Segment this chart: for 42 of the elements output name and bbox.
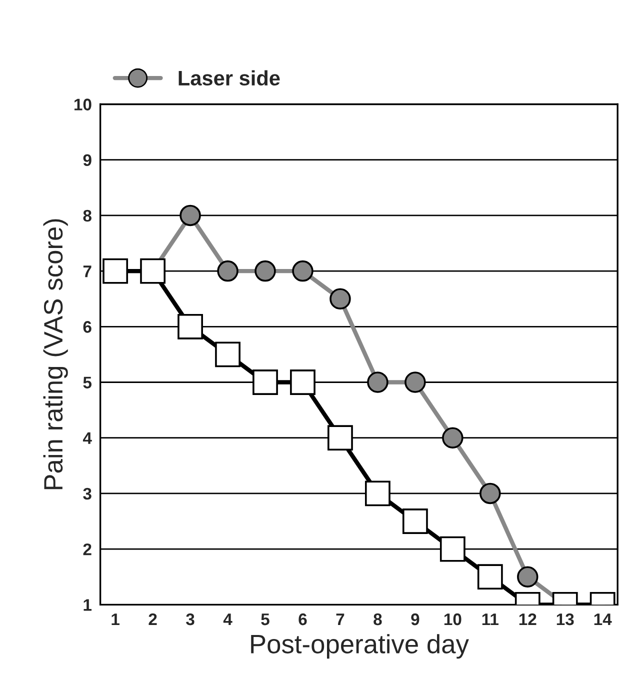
x-tick-label: 4 — [223, 614, 232, 626]
y-tick-label: 2 — [83, 543, 92, 556]
x-tick-label: 6 — [298, 613, 307, 626]
x-tick-label: 8 — [374, 613, 382, 626]
y-axis-title: Pain rating (VAS score) — [43, 219, 68, 490]
point — [404, 372, 426, 393]
point — [367, 372, 388, 393]
y-tick-label: 9 — [83, 154, 92, 166]
x-tick-label: 12 — [519, 613, 536, 626]
point — [480, 482, 501, 504]
y-tick-label: 8 — [83, 210, 92, 222]
x-tick-label: 3 — [186, 613, 194, 626]
point — [217, 260, 238, 282]
point — [180, 204, 201, 226]
x-tick-label: 1 — [112, 614, 120, 626]
x-tick-label: 14 — [594, 614, 612, 626]
point — [102, 258, 128, 284]
point — [330, 288, 351, 310]
y-tick-label: 5 — [83, 376, 92, 388]
x-tick-label: 9 — [411, 613, 420, 626]
y-tick-label: 3 — [83, 488, 92, 500]
x-tick-label: 2 — [148, 613, 157, 626]
y-tick-label: 7 — [83, 266, 92, 278]
point — [254, 260, 276, 282]
x-tick-label: 11 — [482, 614, 498, 626]
point — [442, 427, 464, 448]
point — [178, 314, 203, 340]
point — [364, 480, 390, 506]
y-tick-label: 6 — [83, 321, 92, 333]
point — [440, 536, 466, 562]
legend-label: Laser side — [178, 70, 280, 86]
x-axis-title: Post-operative day — [251, 634, 469, 659]
x-tick-label: 5 — [261, 614, 270, 626]
point — [517, 566, 538, 588]
y-tick-label: 10 — [74, 98, 92, 110]
x-tick-label: 13 — [556, 613, 574, 626]
point — [140, 258, 166, 284]
x-tick-label: 10 — [444, 613, 462, 626]
y-tick-label: 4 — [82, 432, 92, 444]
point — [292, 260, 314, 282]
x-tick-label: 7 — [336, 614, 344, 626]
y-tick-label: 1 — [84, 599, 92, 611]
